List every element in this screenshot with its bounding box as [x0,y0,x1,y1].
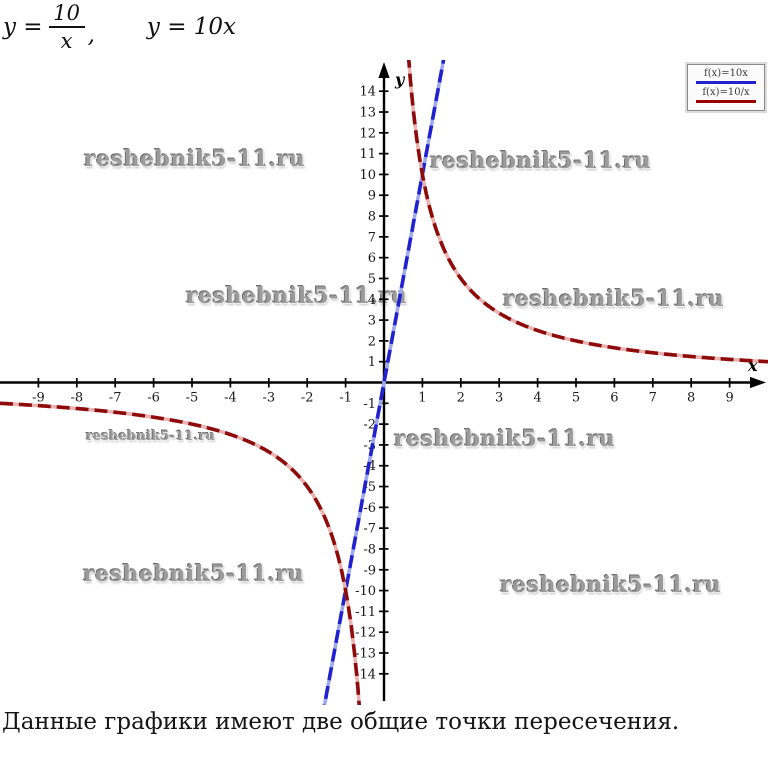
legend-label: f(x)=10/x [702,87,750,98]
equation-comma: , [87,22,95,49]
x-axis-label: x [747,356,758,375]
y-tick-label: -11 [355,605,376,620]
legend-line-sample [696,100,756,103]
y-axis-label: y [394,70,406,89]
x-tick-label: -5 [186,391,199,406]
y-tick-label: 7 [368,230,376,245]
x-tick-label: 9 [725,391,733,406]
y-tick-label: -2 [363,418,376,433]
x-tick-label: -7 [109,391,122,406]
curve-linear [322,60,446,705]
curve-reciprocal [0,60,768,705]
watermark: reshebnik5-11.ru [430,148,652,174]
x-tick-label: -4 [224,391,237,406]
y-tick-label: -6 [363,501,376,516]
y-tick-label: 3 [368,314,376,329]
x-tick-label: -8 [70,391,83,406]
x-tick-label: -2 [301,391,314,406]
graph-canvas: -9 -8 -7 -6 -5 -4 -3 -2 -1 1 2 3 4 5 6 7 8 9-14-13-12-11-… [0,60,768,705]
y-tick-label: 6 [368,251,376,266]
y-tick-label: -14 [355,667,376,682]
y-tick-label: -7 [363,522,376,537]
fraction-denominator: x [60,29,73,54]
y-tick-label: 14 [359,85,376,100]
y-tick-label: -10 [355,584,376,599]
fraction: 10 x [48,1,85,54]
x-axis-arrow [750,376,766,389]
equation-lhs: y = [3,14,43,41]
y-tick-label: -13 [355,646,376,661]
x-tick-label: -3 [262,391,275,406]
x-tick-label: 1 [418,391,426,406]
legend-label: f(x)=10x [704,68,748,79]
equation-header: y = 10 x , y = 10x [3,2,236,52]
y-tick-label: 10 [359,168,376,183]
y-tick-label: 2 [368,334,376,349]
curves [0,60,768,705]
y-axis-arrow [378,62,390,78]
x-tick-label: 7 [649,391,657,406]
x-tick-label: 8 [687,391,695,406]
caption-text: Данные графики имеют две общие точки пер… [2,709,680,735]
y-tick-label: 5 [368,272,376,287]
watermark: reshebnik5-11.ru [186,283,408,309]
x-tick-label: 6 [610,391,618,406]
x-tick-label: 2 [457,391,465,406]
x-tick-label: 3 [495,391,503,406]
watermark: reshebnik5-11.ru [84,146,306,172]
x-tick-label: -9 [32,391,45,406]
y-tick-label: 4 [368,293,376,308]
legend-item: f(x)=10x [692,68,760,84]
x-tick-label: 4 [533,391,541,406]
watermark: reshebnik5-11.ru [503,286,725,312]
watermark: reshebnik5-11.ru [83,561,305,587]
fraction-bar [48,26,85,29]
equation-second: y = 10x [146,14,237,41]
fraction-numerator: 10 [53,1,80,25]
x-tick-label: -1 [339,391,352,406]
y-tick-label: 11 [359,147,376,162]
y-tick-label: 9 [368,189,376,204]
x-tick-label: 5 [572,391,580,406]
axes: -9 -8 -7 -6 -5 -4 -3 -2 -1 1 2 3 4 5 6 7 8 9-14-13-12-11-… [0,62,766,701]
x-tick-label: -6 [147,391,160,406]
y-tick-label: -9 [363,563,376,578]
legend-item: f(x)=10/x [692,87,760,103]
watermark: reshebnik5-11.ru [500,572,722,598]
y-tick-label: -12 [355,626,376,641]
legend: f(x)=10x f(x)=10/x [687,64,765,111]
plot-area: reshebnik5-11.ru reshebnik5-11.ru resheb… [0,60,768,705]
legend-line-sample [696,81,756,84]
y-tick-label: -8 [363,542,376,557]
y-tick-label: 13 [359,106,376,121]
y-tick-label: 8 [368,210,376,225]
watermark: reshebnik5-11.ru [394,426,616,452]
y-tick-label: -1 [363,397,376,412]
watermark: reshebnik5-11.ru [86,429,216,444]
y-tick-label: 1 [368,355,376,370]
y-tick-label: 12 [359,126,376,141]
